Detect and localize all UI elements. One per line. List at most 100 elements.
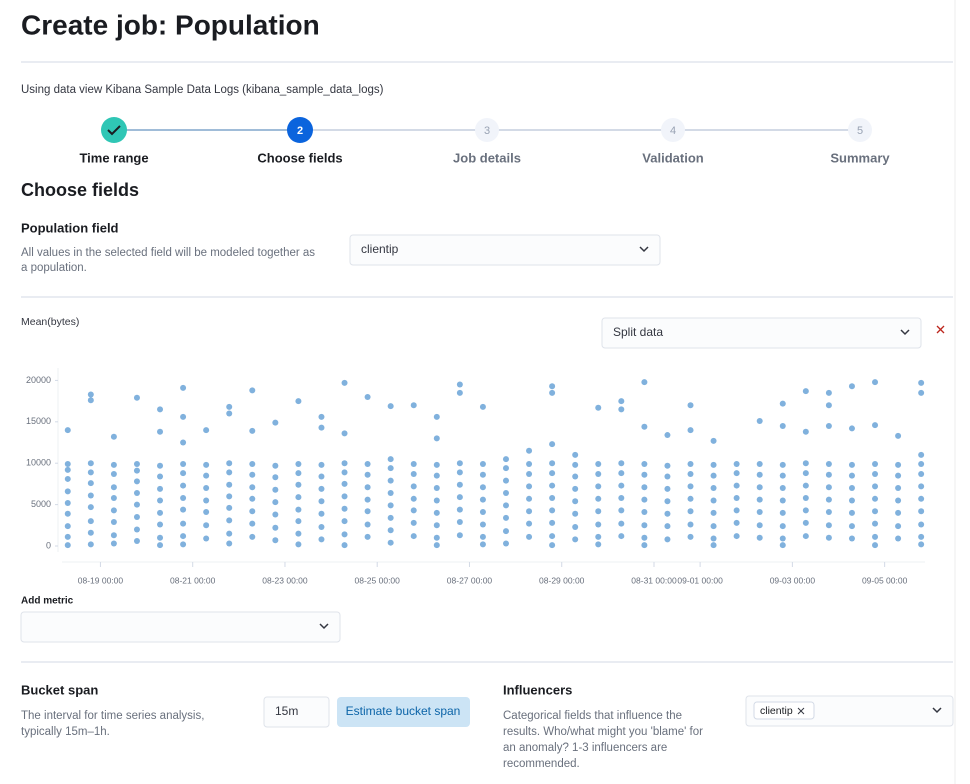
step-label[interactable]: Choose fields [257, 150, 342, 165]
step-current[interactable] [287, 117, 313, 143]
data-point [203, 535, 210, 542]
data-point [918, 461, 925, 468]
data-point [687, 470, 694, 477]
remove-button[interactable] [936, 325, 945, 334]
step-complete-icon[interactable] [101, 117, 127, 143]
data-point [779, 400, 786, 407]
data-point [295, 530, 302, 537]
data-point [387, 502, 394, 509]
chip[interactable] [753, 701, 815, 720]
data-point [872, 422, 879, 429]
data-point [526, 520, 533, 527]
estimate-button[interactable] [337, 697, 470, 727]
data-point [641, 379, 648, 386]
data-point [848, 509, 855, 516]
data-point [710, 461, 717, 468]
field-description: Categorical fields that influence the [503, 710, 682, 722]
data-point [526, 461, 533, 468]
data-point [341, 379, 348, 386]
data-point [664, 473, 671, 480]
data-point [295, 518, 302, 525]
data-point [918, 541, 925, 548]
data-point [872, 520, 879, 527]
data-point [387, 465, 394, 472]
data-point [433, 485, 440, 492]
data-point [502, 456, 509, 463]
data-point [918, 483, 925, 490]
split-data-select[interactable] [601, 317, 922, 349]
data-point [595, 495, 602, 502]
data-point [318, 498, 325, 505]
step-label[interactable]: Time range [79, 150, 148, 165]
data-point [180, 533, 187, 540]
data-point [295, 481, 302, 488]
step-pending[interactable] [848, 118, 872, 142]
data-point [918, 379, 925, 386]
data-point [226, 410, 233, 417]
bucket-span-input[interactable] [263, 696, 330, 728]
data-point [848, 497, 855, 504]
data-point [87, 469, 94, 476]
data-point [157, 521, 164, 528]
population-select[interactable] [349, 234, 661, 266]
field-description: recommended. [503, 758, 580, 770]
data-point [341, 480, 348, 487]
data-point [110, 484, 117, 491]
data-point [456, 481, 463, 488]
data-point [203, 485, 210, 492]
data-point [526, 533, 533, 540]
data-point [595, 521, 602, 528]
data-point [802, 388, 809, 395]
data-point [157, 485, 164, 492]
step-number: 2 [297, 125, 303, 137]
step-label[interactable]: Job details [453, 150, 521, 165]
data-point [157, 462, 164, 469]
data-point [479, 533, 486, 540]
data-point [756, 417, 763, 424]
data-point [203, 427, 210, 434]
page-title: Create job: Population [21, 9, 320, 40]
data-point [825, 471, 832, 478]
data-point [387, 514, 394, 521]
data-point [825, 422, 832, 429]
data-point [618, 482, 625, 489]
data-point [872, 483, 879, 490]
data-point [295, 494, 302, 501]
field-label: Population field [21, 220, 119, 235]
data-point [364, 508, 371, 515]
step-label[interactable]: Summary [830, 150, 890, 165]
data-point [733, 519, 740, 526]
data-point [318, 424, 325, 431]
data-point [479, 403, 486, 410]
data-point [64, 461, 71, 468]
data-point [872, 379, 879, 386]
data-point [549, 482, 556, 489]
data-point [825, 509, 832, 516]
data-point [272, 499, 279, 506]
step-pending[interactable] [475, 118, 499, 142]
field-description: an anomaly? 1-3 influencers are [503, 742, 667, 754]
step-label[interactable]: Validation [642, 150, 703, 165]
data-point [203, 461, 210, 468]
data-point [687, 533, 694, 540]
data-point [387, 527, 394, 534]
data-point [249, 471, 256, 478]
data-point [226, 504, 233, 511]
data-point [549, 441, 556, 448]
add-metric-select[interactable] [20, 611, 341, 643]
data-point [687, 508, 694, 515]
step-pending[interactable] [661, 118, 685, 142]
data-point [710, 509, 717, 516]
data-point [226, 403, 233, 410]
data-point [272, 511, 279, 518]
data-point [295, 506, 302, 513]
data-point [226, 469, 233, 476]
data-view-text: Using data view Kibana Sample Data Logs … [21, 84, 384, 96]
data-point [110, 461, 117, 468]
data-point [479, 471, 486, 478]
step-number: 5 [857, 125, 863, 137]
data-point [502, 477, 509, 484]
data-point [110, 507, 117, 514]
data-point [364, 521, 371, 528]
chip-remove[interactable] [797, 707, 805, 715]
